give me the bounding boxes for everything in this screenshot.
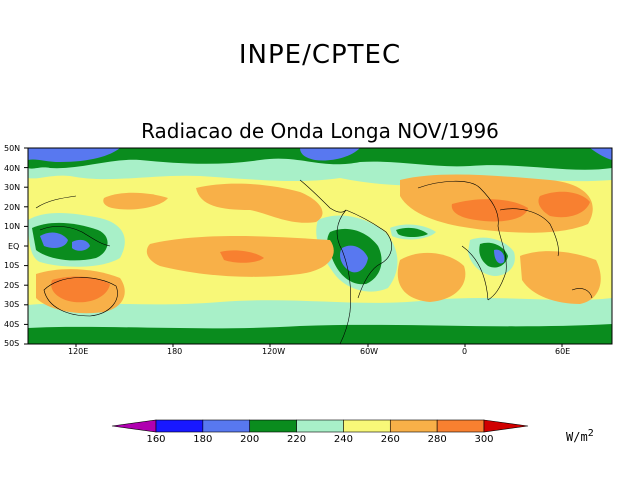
olr-map: 50N 40N 30N 20N 10N EQ 10S 20S 30S 40S 5… <box>4 144 613 356</box>
lat-label: EQ <box>8 242 19 251</box>
colorbar-label: 300 <box>474 434 493 445</box>
colorbar-box <box>296 419 344 433</box>
colorbar-label: 200 <box>240 434 259 445</box>
colorbar-box <box>202 419 251 433</box>
colorbar-box <box>249 419 297 433</box>
lat-label: 10N <box>4 222 20 231</box>
lon-label: 120E <box>68 347 88 356</box>
map-subtitle: Radiacao de Onda Longa NOV/1996 <box>141 119 499 143</box>
lat-label: 20N <box>4 203 20 212</box>
colorbar-max-triangle <box>483 419 529 433</box>
lat-label: 30S <box>4 300 19 309</box>
colorbar-box <box>389 419 438 433</box>
lat-label: 40S <box>4 320 19 329</box>
lat-label: 10S <box>4 261 19 270</box>
lat-axis: 50N 40N 30N 20N 10N EQ 10S 20S 30S 40S 5… <box>4 144 20 348</box>
colorbar-label: 220 <box>287 434 306 445</box>
colorbar: 160 180 200 220 240 260 280 300 <box>111 419 529 445</box>
colorbar-label: 240 <box>334 434 353 445</box>
lat-label: 30N <box>4 183 20 192</box>
unit-label: W/m2 <box>566 428 594 444</box>
lon-axis: 120E 180 120W 60W 0 60E <box>68 347 570 356</box>
olr-field <box>28 148 612 344</box>
colorbar-label: 280 <box>428 434 447 445</box>
coastlines <box>35 179 593 344</box>
colorbar-box <box>343 419 391 433</box>
colorbar-min-triangle <box>111 419 157 433</box>
lat-label: 20S <box>4 281 19 290</box>
colorbar-box <box>155 419 204 433</box>
colorbar-box <box>436 419 485 433</box>
lon-label: 60E <box>555 347 570 356</box>
lon-label: 0 <box>462 347 467 356</box>
lat-label: 50S <box>4 339 19 348</box>
colorbar-label: 260 <box>381 434 400 445</box>
lon-label: 180 <box>167 347 182 356</box>
lat-label: 40N <box>4 164 20 173</box>
lat-label: 50N <box>4 144 20 153</box>
main-title: INPE/CPTEC <box>238 40 402 70</box>
lon-label: 60W <box>360 347 378 356</box>
colorbar-label: 180 <box>193 434 212 445</box>
colorbar-label: 160 <box>146 434 165 445</box>
lon-label: 120W <box>262 347 285 356</box>
